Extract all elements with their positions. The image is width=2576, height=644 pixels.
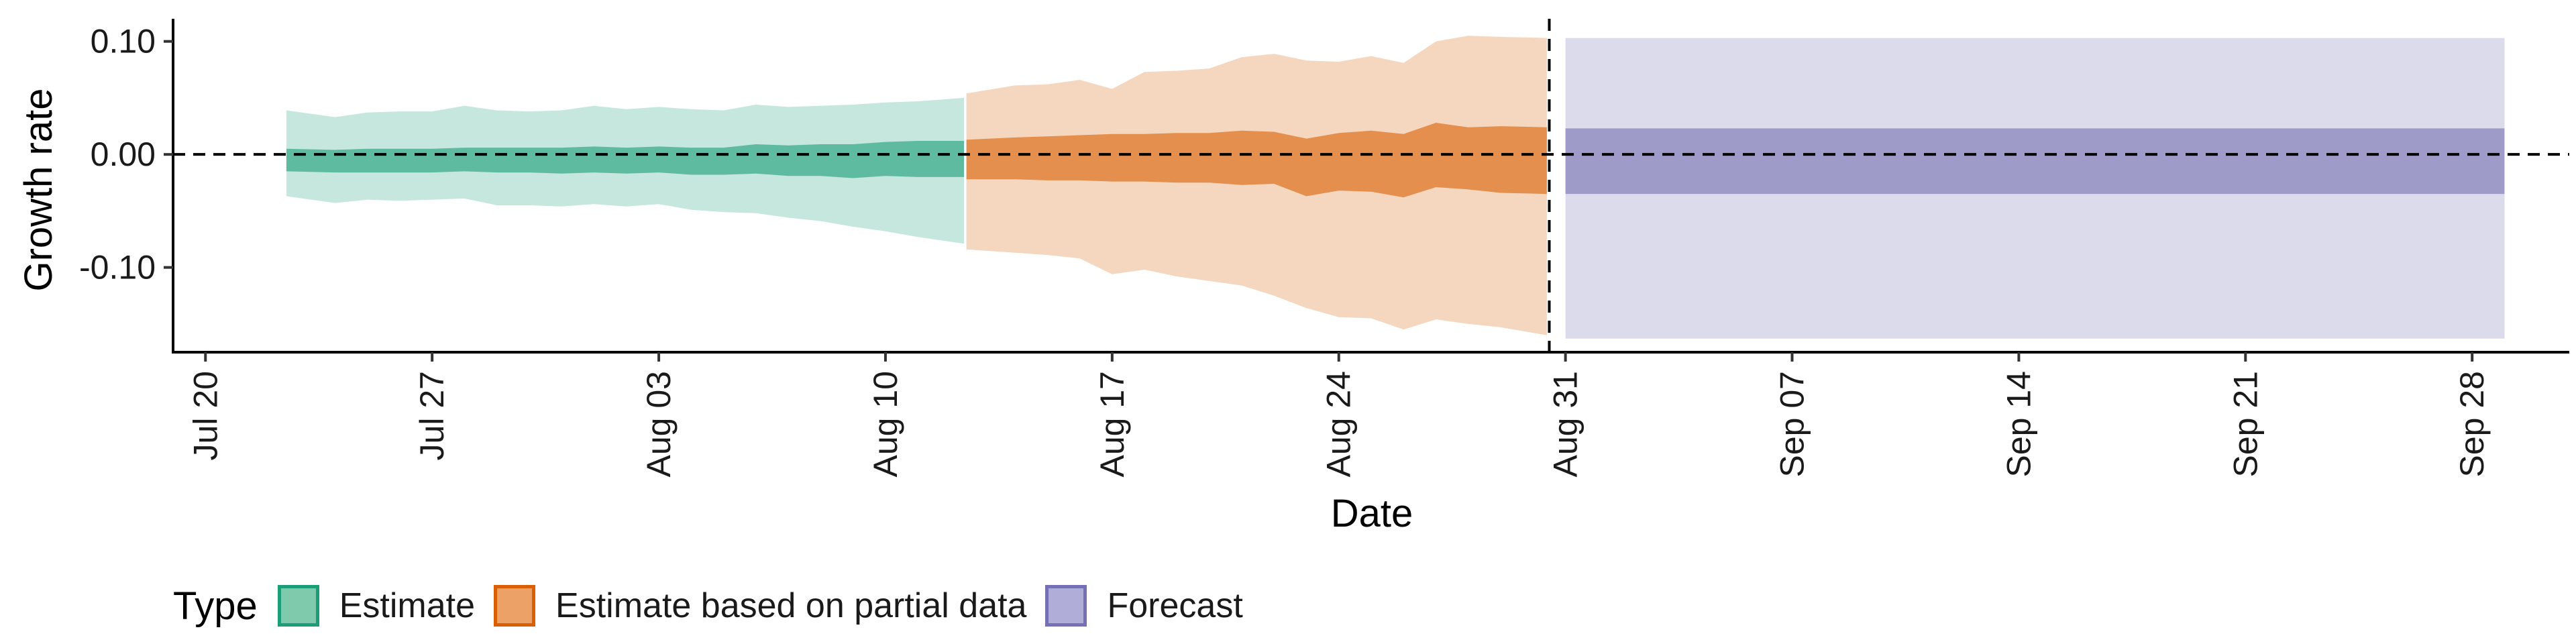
- legend-title: Type: [173, 584, 258, 628]
- y-tick-label: 0.10: [91, 23, 156, 60]
- legend-label-partial: Estimate based on partial data: [555, 586, 1027, 625]
- x-tick-label: Sep 28: [2453, 371, 2491, 477]
- x-tick-label: Jul 27: [413, 371, 451, 460]
- partial-outer-band: [966, 36, 1547, 335]
- partial-inner-band: [966, 123, 1547, 198]
- legend-label-estimate: Estimate: [339, 586, 476, 625]
- legend-key-estimate: [277, 585, 319, 627]
- x-tick-label: Sep 14: [2000, 371, 2037, 477]
- legend-key-forecast: [1045, 585, 1087, 627]
- x-axis-title: Date: [1331, 492, 1413, 535]
- y-tick-label: 0.00: [91, 136, 156, 173]
- x-tick-label: Sep 21: [2226, 371, 2264, 477]
- x-tick-label: Aug 31: [1547, 371, 1585, 477]
- legend-item-partial: Estimate based on partial data: [494, 585, 1026, 627]
- axes: 0.10 0.00 -0.10 Jul 20 Jul 27 Aug 03 Aug 10 Aug…: [79, 19, 2569, 477]
- x-tick-label: Aug 03: [640, 371, 678, 477]
- reference-lines: [173, 19, 2569, 352]
- legend-label-forecast: Forecast: [1107, 586, 1243, 625]
- x-tick-label: Aug 10: [867, 371, 904, 477]
- legend-key-partial: [494, 585, 536, 627]
- forecast-inner-band: [1565, 128, 2505, 195]
- x-tick-label: Aug 17: [1093, 371, 1131, 477]
- x-tick-label: Aug 24: [1320, 371, 1358, 477]
- estimate-inner-band: [286, 141, 964, 178]
- y-axis-title: Growth rate: [17, 89, 60, 292]
- x-tick-label: Sep 07: [1774, 371, 1811, 477]
- x-tick-label: Jul 20: [186, 371, 224, 460]
- legend: Type Estimate Estimate based on partial …: [173, 574, 1262, 638]
- plot-area: [286, 36, 2505, 339]
- legend-item-estimate: Estimate: [277, 585, 476, 627]
- growth-rate-chart: 0.10 0.00 -0.10 Jul 20 Jul 27 Aug 03 Aug 10 Aug…: [17, 19, 2569, 535]
- legend-item-forecast: Forecast: [1045, 585, 1243, 627]
- y-tick-label: -0.10: [79, 249, 156, 286]
